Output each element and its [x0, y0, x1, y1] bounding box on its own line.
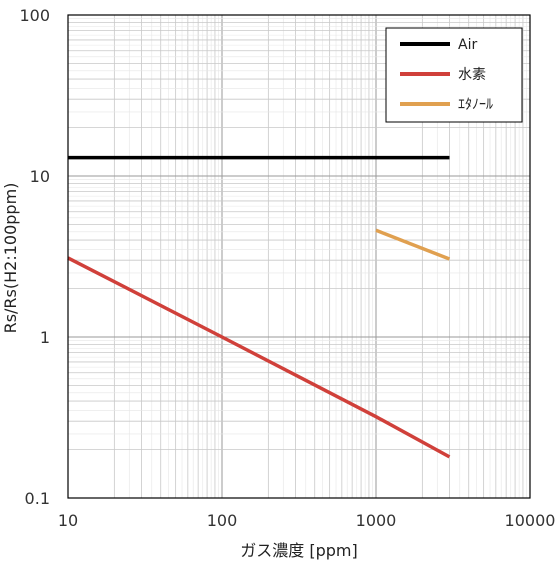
- y-tick-label: 0.1: [25, 489, 50, 508]
- legend: Air 水素 ｴﾀﾉｰﾙ: [385, 27, 523, 123]
- legend-label-ethanol: ｴﾀﾉｰﾙ: [458, 97, 493, 113]
- series-line-ethanol: [375, 228, 451, 261]
- x-tick-label: 100: [207, 511, 238, 530]
- series-line-hydrogen: [67, 256, 451, 459]
- x-tick-label: 10: [58, 511, 78, 530]
- y-tick-label: 1: [40, 328, 50, 347]
- x-tick-labels: 10 100 1000 10000: [58, 511, 556, 530]
- legend-label-hydrogen: 水素: [458, 67, 486, 83]
- y-axis-label: Rs/Rs(H2:100ppm): [1, 183, 20, 334]
- series-layer: [67, 155, 451, 459]
- x-axis-label: ガス濃度 [ppm]: [240, 541, 357, 560]
- y-tick-label: 100: [19, 6, 50, 25]
- legend-label-air: Air: [458, 37, 477, 53]
- plot-frame: [67, 14, 531, 499]
- x-tick-label: 10000: [505, 511, 556, 530]
- y-tick-labels: 0.1 1 10 100: [19, 6, 50, 508]
- y-tick-label: 10: [30, 167, 50, 186]
- x-tick-label: 1000: [356, 511, 397, 530]
